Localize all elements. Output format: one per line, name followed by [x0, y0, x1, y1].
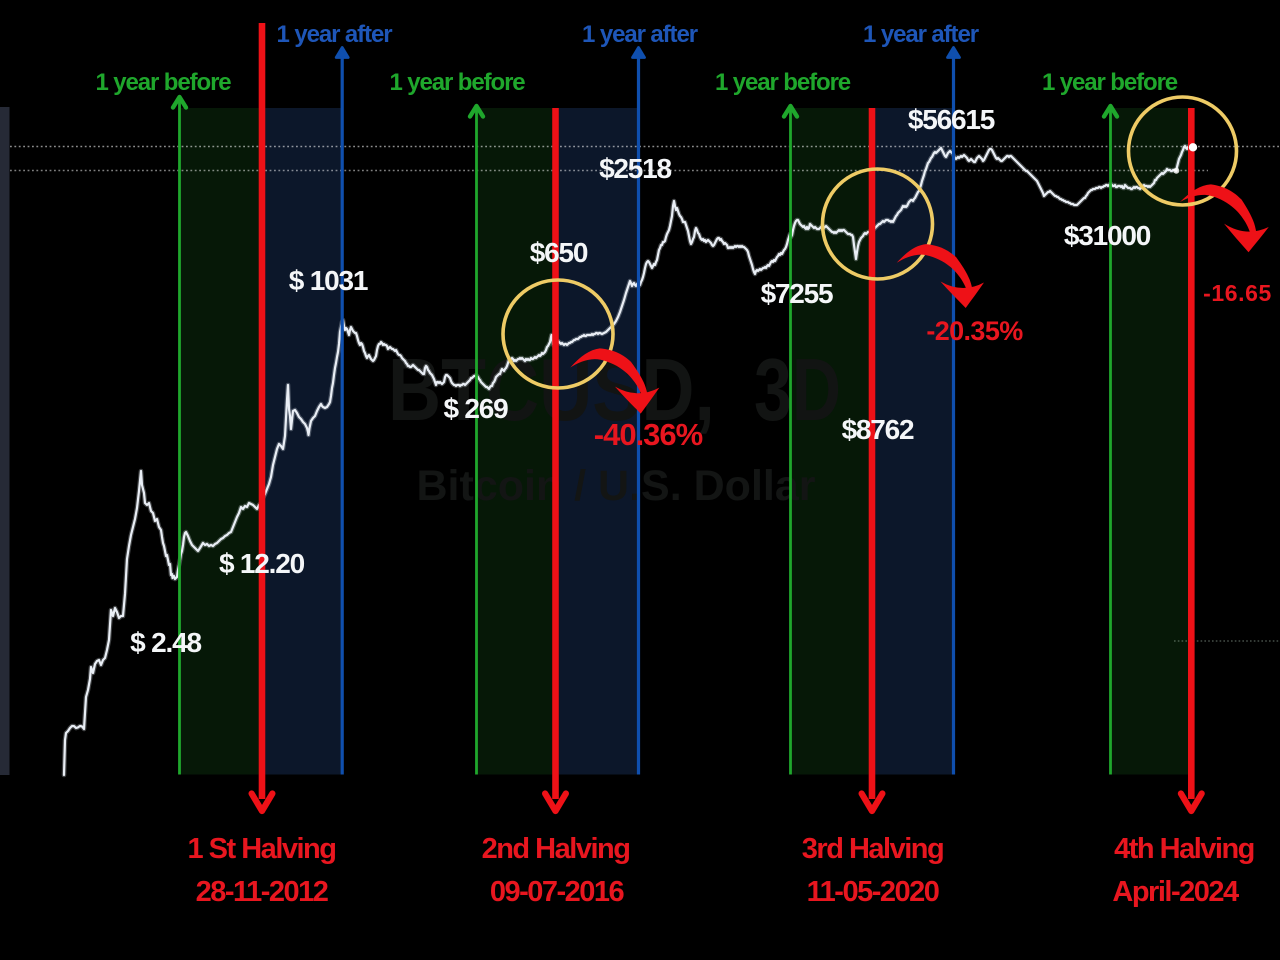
- svg-text:Bitcoin / U.S. Dollar: Bitcoin / U.S. Dollar: [417, 462, 816, 510]
- svg-text:BTCUSD,: BTCUSD,: [388, 342, 715, 440]
- svg-text:3D: 3D: [754, 341, 841, 439]
